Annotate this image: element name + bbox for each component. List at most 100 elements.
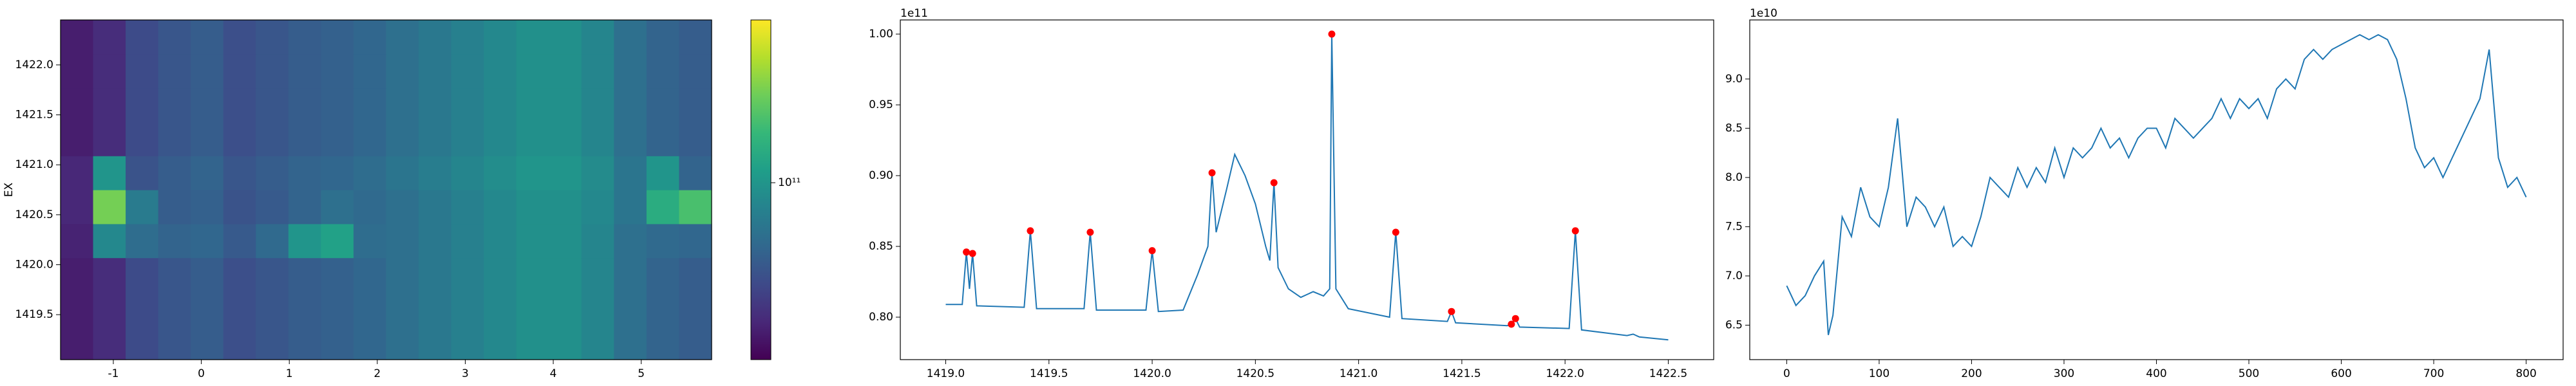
heatmap-cell	[451, 156, 484, 190]
x-tick-label: 700	[2423, 367, 2444, 380]
heatmap-cell	[419, 20, 452, 55]
heatmap-cell	[386, 20, 419, 55]
heatmap-cell	[223, 326, 256, 360]
heatmap-cell	[126, 291, 159, 326]
heatmap-cell	[679, 257, 712, 292]
heatmap-cell	[451, 20, 484, 55]
x-tick-label: 1422.0	[1546, 367, 1584, 380]
heatmap-cell	[321, 156, 354, 190]
x-tick-label: 800	[2515, 367, 2536, 380]
y-tick-label: 1419.5	[15, 308, 53, 321]
peak-marker	[963, 248, 971, 256]
heatmap-cell	[288, 122, 321, 156]
y-tick-label: 0.85	[869, 240, 893, 253]
heatmap-cell	[353, 20, 387, 55]
heatmap-cell	[191, 87, 224, 122]
y-tick-label: 1422.0	[15, 59, 53, 71]
heatmap-cell	[288, 190, 321, 225]
heatmap-cell	[549, 257, 582, 292]
heatmap-cell	[126, 122, 159, 156]
heatmap-cell	[549, 156, 582, 190]
heatmap-cell	[451, 223, 484, 259]
heatmap-cell	[386, 53, 419, 89]
x-tick-label: 1420.0	[1133, 367, 1171, 380]
heatmap-cell	[288, 53, 321, 89]
heatmap-cell	[223, 20, 256, 55]
heatmap-cell	[419, 223, 452, 259]
heatmap-cell	[158, 156, 191, 190]
x-tick-label: 0	[198, 367, 205, 380]
heatmap-cell	[223, 257, 256, 292]
heatmap-cell	[614, 223, 647, 259]
heatmap-cell	[321, 291, 354, 326]
heatmap-cell	[581, 156, 614, 190]
peak-marker	[1448, 308, 1455, 315]
heatmap-cell	[158, 87, 191, 122]
heatmap-cell	[581, 53, 614, 89]
heatmap-cell	[549, 20, 582, 55]
heatmap-cell	[126, 20, 159, 55]
peak-marker	[1270, 179, 1278, 187]
heatmap-cell	[93, 20, 126, 55]
heatmap-cell	[614, 326, 647, 360]
heatmap-cell	[93, 156, 126, 190]
heatmap-cell	[158, 53, 191, 89]
heatmap-cell	[256, 223, 289, 259]
heatmap-cell	[484, 20, 517, 55]
heatmap-cell	[61, 257, 94, 292]
heatmap-cell	[419, 190, 452, 225]
peak-marker	[1148, 247, 1156, 255]
x-tick-label: 2	[374, 367, 381, 380]
heatmap-cell	[321, 87, 354, 122]
heatmap-cell	[484, 190, 517, 225]
heatmap-cell	[158, 257, 191, 292]
y-tick-label: 8.0	[1725, 171, 1743, 184]
heatmap-cell	[321, 326, 354, 360]
heatmap-cell	[386, 156, 419, 190]
heatmap-cell	[288, 156, 321, 190]
heatmap-cell	[256, 122, 289, 156]
heatmap-cell	[484, 326, 517, 360]
heatmap-cell	[126, 326, 159, 360]
heatmap-cell	[451, 87, 484, 122]
peak-marker	[1027, 227, 1034, 235]
heatmap-cell	[61, 291, 94, 326]
colorbar-tick-label: 10¹¹	[778, 176, 800, 189]
x-tick-label: 1419.0	[927, 367, 965, 380]
x-tick-label: 3	[462, 367, 469, 380]
heatmap-cell	[484, 291, 517, 326]
heatmap-cell	[516, 122, 549, 156]
heatmap-cell	[516, 223, 549, 259]
x-tick-label: 4	[550, 367, 557, 380]
heatmap-cell	[646, 291, 680, 326]
heatmap-cell	[61, 20, 94, 55]
y-tick-label: 7.5	[1725, 220, 1743, 233]
heatmap-cell	[646, 20, 680, 55]
x-tick-label: 5	[638, 367, 645, 380]
data-line	[1786, 33, 2527, 335]
peak-marker	[1508, 320, 1515, 328]
heatmap-cell	[256, 291, 289, 326]
heatmap-cell	[353, 223, 387, 259]
heatmap-cell	[126, 156, 159, 190]
heatmap-cell	[256, 190, 289, 225]
heatmap-cell	[419, 257, 452, 292]
heatmap-cell	[223, 223, 256, 259]
heatmap-cell	[353, 156, 387, 190]
x-tick-label: 1421.0	[1340, 367, 1378, 380]
heatmap-cell	[646, 156, 680, 190]
heatmap-cell	[516, 156, 549, 190]
peak-marker	[1571, 227, 1579, 235]
heatmap-cell	[191, 53, 224, 89]
heatmap-cell	[646, 223, 680, 259]
heatmap-cell	[451, 190, 484, 225]
x-tick-label: 100	[1869, 367, 1889, 380]
heatmap-cell	[549, 223, 582, 259]
heatmap-cell	[386, 257, 419, 292]
peak-marker	[1086, 228, 1094, 236]
heatmap-cell	[646, 190, 680, 225]
heatmap-cell	[223, 156, 256, 190]
y-tick-label: 1.00	[869, 28, 893, 41]
heatmap-cell	[484, 122, 517, 156]
heatmap-cell	[191, 326, 224, 360]
